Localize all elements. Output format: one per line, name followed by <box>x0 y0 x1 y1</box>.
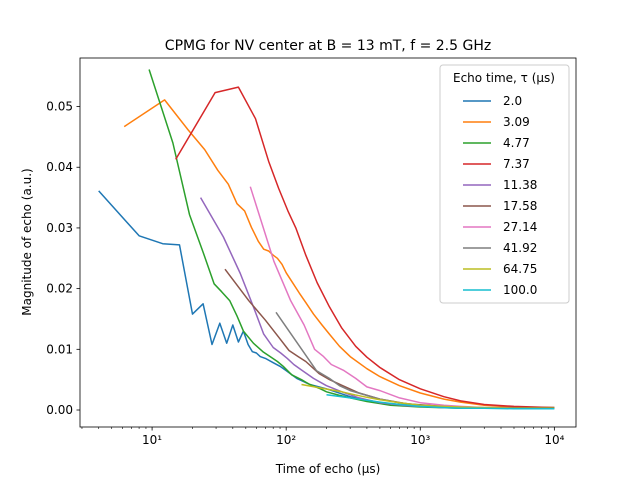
series-line-4.77 <box>148 69 555 409</box>
legend-title: Echo time, τ (μs) <box>453 71 555 85</box>
series-line-100.0 <box>326 394 555 410</box>
legend-entry-label: 100.0 <box>503 283 537 297</box>
legend-entry-label: 4.77 <box>503 136 530 150</box>
y-axis-label: Magnitude of echo (a.u.) <box>20 168 34 315</box>
x-tick-label: 10¹ <box>142 433 162 447</box>
series-layer <box>98 69 555 410</box>
y-tick-label: 0.03 <box>46 221 73 235</box>
legend-entry-label: 17.58 <box>503 199 537 213</box>
y-tick-label: 0.01 <box>46 342 73 356</box>
legend-entry-label: 7.37 <box>503 157 530 171</box>
x-axis-label: Time of echo (μs) <box>275 462 381 476</box>
legend-entry-label: 11.38 <box>503 178 537 192</box>
chart-title: CPMG for NV center at B = 13 mT, f = 2.5… <box>165 38 491 54</box>
axes-frame <box>79 57 577 428</box>
legend-items: 2.0 3.09 4.77 7.37 11.38 17.58 27.14 41.92 64.75… <box>463 94 537 297</box>
y-tick-label: 0.00 <box>46 403 73 417</box>
y-axis: 0.00 0.01 0.02 0.03 0.04 0.05 <box>46 100 80 417</box>
series-line-41.92 <box>275 311 555 409</box>
legend: Echo time, τ (μs) 2.0 3.09 4.77 7.37 11.38 17… <box>439 64 570 304</box>
series-line-7.37 <box>175 86 555 409</box>
x-axis: 10¹ 10² 10³ 10⁴ <box>81 427 565 447</box>
x-tick-label: 10⁴ <box>544 433 564 447</box>
x-tick-label: 10² <box>276 433 296 447</box>
y-tick-label: 0.04 <box>46 160 73 174</box>
plot-area <box>79 57 577 428</box>
x-tick-label: 10³ <box>410 433 430 447</box>
legend-entry-label: 2.0 <box>503 94 522 108</box>
legend-entry-label: 3.09 <box>503 115 530 129</box>
legend-box <box>439 64 570 304</box>
legend-entry-label: 64.75 <box>503 262 537 276</box>
y-tick-label: 0.02 <box>46 282 73 296</box>
series-line-3.09 <box>123 99 555 409</box>
legend-entry-label: 41.92 <box>503 241 537 255</box>
legend-entry-label: 27.14 <box>503 220 537 234</box>
y-tick-label: 0.05 <box>46 100 73 114</box>
